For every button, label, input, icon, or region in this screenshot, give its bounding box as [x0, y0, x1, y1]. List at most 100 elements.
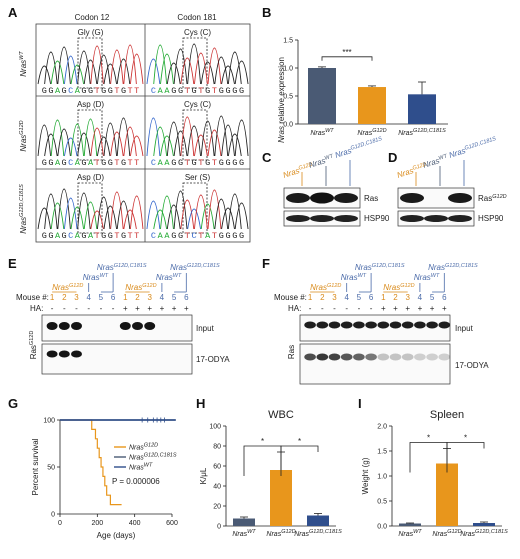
- a-amino-acid-label: Ser (S): [185, 173, 211, 182]
- f-odya-band: [328, 353, 341, 361]
- f-input-band: [414, 321, 426, 329]
- c-blot-hsp90: [283, 210, 361, 227]
- bar-y-tick-label: 60: [213, 464, 221, 471]
- blot-ha-value: +: [135, 304, 140, 313]
- bar-y-tick-label: 80: [213, 444, 221, 451]
- g-x-tick-label: 600: [166, 520, 178, 527]
- f-odya-band: [414, 353, 426, 361]
- bar-y-tick-label: 0.5: [377, 499, 387, 506]
- expression-bar-chart: 0.0 0.5 1.0 1.5 NrasWT NrasG12D NrasG12D,C181S…: [283, 38, 448, 137]
- bar-y-tick-label: 40: [213, 484, 221, 491]
- bar-y-tick-label: 2.0: [377, 424, 387, 431]
- spleen-bar-chart: Spleen 0.0 0.5 1.0 1.5 2.0 Weight (g) NrasWT Nra…: [361, 409, 508, 538]
- svg-text:A: A: [164, 86, 170, 96]
- bar-sig-label: *: [464, 434, 467, 443]
- blot-mouse-number: 1: [308, 293, 313, 302]
- blot-ha-value: +: [160, 304, 165, 313]
- g-xlabel: Age (days): [97, 531, 136, 540]
- bar-sig-label: *: [298, 437, 301, 446]
- svg-text:G: G: [88, 86, 93, 96]
- b-x-tick-label: NrasG12D,C181S: [398, 128, 446, 137]
- g-y-tick-label: 100: [43, 418, 55, 425]
- svg-text:G: G: [219, 86, 224, 96]
- blot-ha-value: +: [405, 304, 410, 313]
- d-label-dual: NrasG12D,C181S: [448, 136, 498, 160]
- a-amino-acid-label: Cys (C): [184, 100, 211, 109]
- svg-text:A: A: [158, 158, 164, 168]
- blot-ha-value: -: [75, 304, 78, 313]
- f-odya-band: [426, 353, 438, 361]
- blot-mouse-number: 4: [86, 293, 91, 302]
- bar-ylabel: Weight (g): [361, 457, 370, 494]
- svg-text:G: G: [62, 158, 67, 168]
- svg-text:G: G: [81, 86, 86, 96]
- svg-text:G: G: [225, 231, 230, 241]
- f-input-band: [438, 321, 451, 329]
- svg-text:T: T: [95, 86, 100, 96]
- svg-text:G: G: [178, 158, 183, 168]
- blot-ha-value: +: [123, 304, 128, 313]
- a-codon-box: [77, 109, 103, 161]
- e-blot-odya: [41, 343, 193, 375]
- f-input-band: [389, 321, 402, 329]
- blot-mouse-number: 1: [50, 293, 55, 302]
- svg-text:G: G: [101, 231, 106, 241]
- svg-text:G: G: [48, 231, 53, 241]
- svg-text:G: G: [81, 231, 86, 241]
- blot-mouse-number: 5: [357, 293, 362, 302]
- blot-ha-value: -: [358, 304, 361, 313]
- c-blot-ras: [283, 187, 361, 209]
- g-x-tick-label: 400: [129, 520, 141, 527]
- blot-mouse-number: 6: [442, 293, 447, 302]
- svg-text:T: T: [212, 158, 217, 168]
- a-amino-acid-label: Asp (D): [77, 100, 104, 109]
- blot-label-dual: NrasG12D,C181S: [170, 263, 220, 272]
- f-side-label: Ras: [287, 345, 296, 359]
- svg-text:G: G: [192, 158, 197, 168]
- bar-x-tick-label: NrasG12D,C181S: [294, 529, 342, 538]
- svg-text:A: A: [158, 231, 164, 241]
- f-blot-input: [299, 314, 451, 342]
- e-blot-input: [41, 314, 193, 342]
- g-legend-label: NrasWT: [129, 463, 153, 472]
- f-input-band: [340, 321, 353, 329]
- b-x-tick-label: NrasWT: [310, 128, 334, 137]
- b-y-tick-label: 0.5: [283, 94, 293, 101]
- d-band-rasg12d-label: RasG12D: [478, 194, 507, 203]
- a-chromatogram-trace: [37, 44, 144, 85]
- bar-x-tick-label: NrasG12D: [266, 529, 295, 538]
- f-mouse-label: Mouse #:: [274, 293, 307, 302]
- svg-text:A: A: [158, 86, 164, 96]
- c-label-dual: NrasG12D,C181S: [334, 136, 384, 160]
- a-chromatogram-trace: [37, 188, 144, 230]
- blot-label-dual: NrasG12D,C181S: [355, 263, 405, 272]
- blot-mouse-number: 6: [369, 293, 374, 302]
- svg-text:G: G: [232, 231, 237, 241]
- blot-mouse-number: 2: [62, 293, 67, 302]
- g-x-tick-label: 200: [91, 520, 103, 527]
- f-input-band: [377, 321, 390, 329]
- d-band-hsp90-label: HSP90: [478, 214, 504, 223]
- svg-text:G: G: [239, 86, 244, 96]
- bar-title: WBC: [268, 409, 294, 421]
- g-series-line: [60, 419, 122, 506]
- e-input-label: Input: [196, 324, 215, 333]
- b-y-tick-label: 0.0: [283, 122, 293, 129]
- g-legend-label: NrasG12D,C181S: [129, 453, 177, 462]
- svg-text:G: G: [121, 231, 126, 241]
- blot-mouse-number: 5: [172, 293, 177, 302]
- bar-x-tick-label: NrasWT: [398, 529, 422, 538]
- f-odya-label: 17-ODYA: [455, 361, 489, 370]
- svg-text:G: G: [48, 158, 53, 168]
- b-y-tick-label: 1.0: [283, 66, 293, 73]
- d-label-wt: NrasWT: [422, 153, 450, 170]
- bar: [307, 515, 329, 526]
- svg-text:G: G: [48, 86, 53, 96]
- g-x-tick-label: 0: [58, 520, 62, 527]
- chromatogram-grid: [35, 23, 251, 243]
- wbc-bar-chart: WBC 0 20 40 60 80 100 K/μL NrasWT NrasG12DNrasG12…: [199, 409, 342, 538]
- f-odya-band: [353, 353, 365, 361]
